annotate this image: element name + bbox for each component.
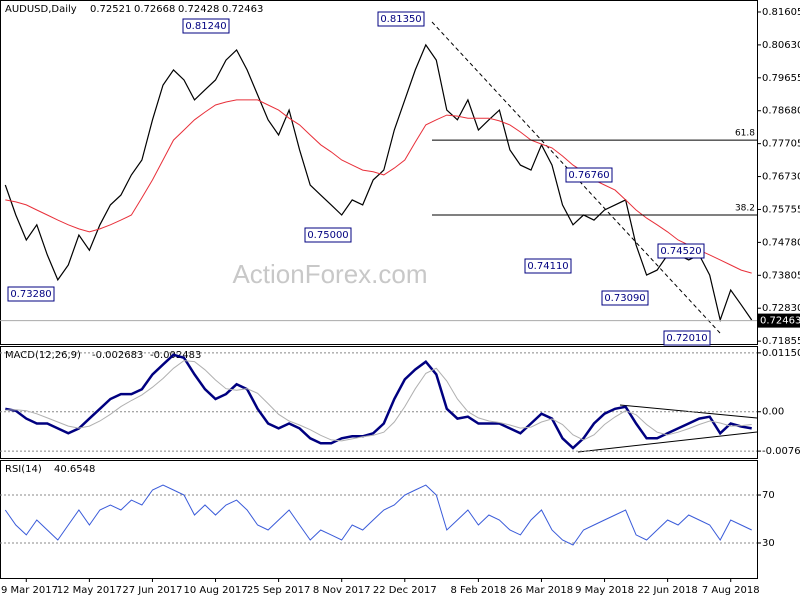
annotation: 0.81240 <box>185 21 226 32</box>
series-line <box>5 353 752 450</box>
x-tick-label: 26 Mar 2018 <box>510 585 573 596</box>
annotation-box <box>182 18 230 34</box>
annotation: 0.75000 <box>307 230 348 241</box>
high: 0.72668 <box>134 4 175 15</box>
x-tick-label: 29 Mar 2017 <box>0 585 58 596</box>
symbol: AUDUSD,Daily <box>5 4 77 15</box>
x-tick-label: 25 Sep 2017 <box>247 585 310 596</box>
price-panel <box>0 0 758 345</box>
series-line <box>4 484 752 546</box>
watermark: ActionForex.com <box>232 259 427 289</box>
low: 0.72428 <box>178 4 219 15</box>
x-tick-label: 8 Nov 2017 <box>313 585 371 596</box>
annotation-box <box>663 330 711 346</box>
x-tick-label: 9 May 2018 <box>575 585 634 596</box>
y-tick-label: 0.73805 <box>762 270 800 281</box>
y-tick-label: 0.77705 <box>762 139 800 150</box>
annotation-box <box>377 11 425 27</box>
x-tick-label: 7 Aug 2018 <box>702 585 760 596</box>
macd-panel <box>0 346 758 459</box>
annotation-box <box>7 286 55 302</box>
open: 0.72521 <box>90 4 131 15</box>
annotation: 0.73280 <box>10 289 51 300</box>
annotation-box <box>524 258 572 274</box>
last-price-box <box>757 313 800 328</box>
close: 0.72463 <box>222 4 263 15</box>
annotation: 0.72010 <box>666 333 707 344</box>
x-tick-label: 10 Aug 2017 <box>184 585 248 596</box>
rsi-readout: 40.6548 <box>54 464 95 475</box>
y-tick-label: 0.75755 <box>762 204 800 215</box>
y-tick-label: 0.80630 <box>762 40 800 51</box>
annotation-box <box>657 243 705 259</box>
x-tick-label: 12 May 2017 <box>57 585 122 596</box>
y-tick-label: 0.76730 <box>762 172 800 183</box>
y-tick-label: 0.011508 <box>762 348 800 359</box>
annotation-box <box>565 167 613 183</box>
annotation: 0.74520 <box>660 246 701 257</box>
fib-label: 38.2 <box>735 204 755 214</box>
annotation: 0.81350 <box>380 14 421 25</box>
macd-trend-line <box>577 431 758 453</box>
y-tick-label: 0.00 <box>762 407 784 418</box>
last-price-label: 0.72463 <box>760 316 800 327</box>
y-tick-label: 30 <box>762 538 775 549</box>
rsi-title: RSI(14) <box>5 464 42 475</box>
annotation: 0.76760 <box>568 170 609 181</box>
y-tick-label: 0.72830 <box>762 303 800 314</box>
annotation-box <box>601 290 649 306</box>
rsi-panel <box>0 460 758 579</box>
annotation: 0.74110 <box>527 261 568 272</box>
x-tick-label: 22 Dec 2017 <box>373 585 437 596</box>
header: AUDUSD,Daily 0.72521 0.72668 0.72428 0.7… <box>5 4 263 475</box>
annotation-box <box>304 227 352 243</box>
x-tick-label: 8 Feb 2018 <box>450 585 506 596</box>
y-tick-label: 0.78680 <box>762 106 800 117</box>
y-tick-label: 0.81605 <box>762 7 800 18</box>
macd-title: MACD(12,26,9) <box>5 350 81 361</box>
annotation: 0.73090 <box>604 293 645 304</box>
y-tick-label: 70 <box>762 490 775 501</box>
fib-label: 61.8 <box>735 129 755 139</box>
y-tick-label: -0.007694 <box>762 446 800 457</box>
macd-readout: -0.002683 <box>92 350 143 361</box>
series-line <box>4 43 753 323</box>
y-tick-label: 0.71855 <box>762 336 800 347</box>
x-tick-label: 22 Jun 2018 <box>638 585 698 596</box>
y-tick-label: 0.79655 <box>762 73 800 84</box>
series-line <box>5 360 752 442</box>
series-line <box>5 99 752 274</box>
y-tick-label: 0.74780 <box>762 237 800 248</box>
x-tick-label: 27 Jun 2017 <box>122 585 182 596</box>
